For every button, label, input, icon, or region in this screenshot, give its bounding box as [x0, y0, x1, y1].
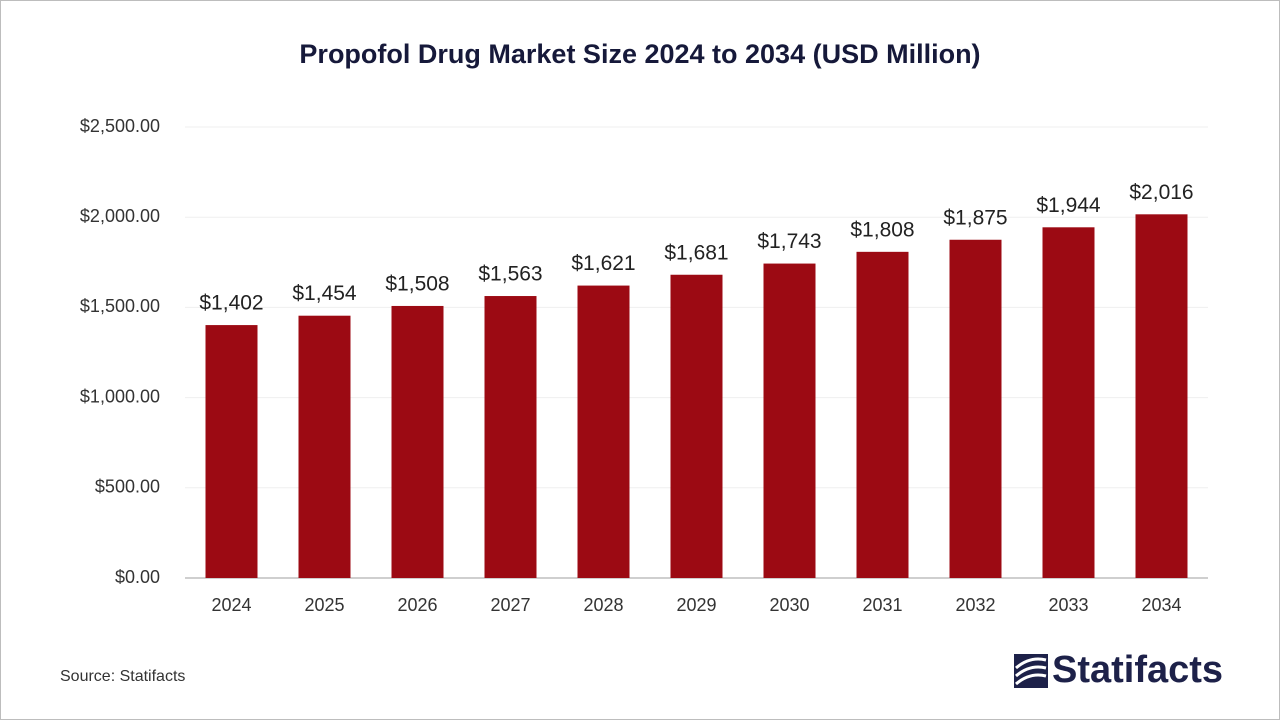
y-tick-label: $2,000.00	[80, 206, 160, 226]
value-label: $1,743	[757, 230, 821, 253]
bar	[205, 325, 258, 578]
x-tick-label: 2031	[862, 595, 902, 615]
bar	[949, 239, 1002, 578]
x-tick-label: 2032	[955, 595, 995, 615]
bar	[577, 285, 630, 578]
x-tick-label: 2034	[1141, 595, 1181, 615]
value-label: $1,621	[571, 252, 635, 275]
bar	[484, 296, 537, 578]
value-label: $1,808	[850, 218, 914, 241]
bar	[670, 274, 723, 578]
chart-title: Propofol Drug Market Size 2024 to 2034 (…	[299, 39, 980, 69]
value-label: $1,875	[943, 206, 1007, 229]
value-label: $2,016	[1129, 181, 1193, 204]
x-tick-label: 2026	[397, 595, 437, 615]
x-tick-label: 2027	[490, 595, 530, 615]
bar	[1135, 214, 1188, 578]
y-tick-label: $1,000.00	[80, 386, 160, 406]
x-tick-label: 2030	[769, 595, 809, 615]
value-label: $1,563	[478, 263, 542, 286]
bar	[298, 315, 351, 578]
x-tick-label: 2033	[1048, 595, 1088, 615]
source: Source: Statifacts	[60, 668, 185, 685]
y-tick-label: $500.00	[95, 477, 160, 497]
x-tick-label: 2024	[211, 595, 251, 615]
logo-stripes	[1015, 657, 1047, 686]
brand-name: Statifacts	[1052, 649, 1223, 691]
bar	[391, 305, 444, 578]
x-tick-label: 2028	[583, 595, 623, 615]
x-tick-label: 2025	[304, 595, 344, 615]
brand-logo: Statifacts	[1014, 649, 1223, 691]
bar	[856, 251, 909, 579]
value-label: $1,508	[385, 273, 449, 296]
value-label: $1,454	[292, 282, 357, 305]
y-tick-label: $0.00	[115, 567, 160, 587]
bar	[1042, 227, 1095, 578]
value-label: $1,944	[1036, 194, 1101, 217]
y-tick-label: $2,500.00	[80, 116, 160, 136]
x-tick-label: 2029	[676, 595, 716, 615]
value-label: $1,681	[664, 241, 728, 264]
y-tick-label: $1,500.00	[80, 296, 160, 316]
bar	[763, 263, 816, 578]
value-label: $1,402	[199, 292, 263, 315]
